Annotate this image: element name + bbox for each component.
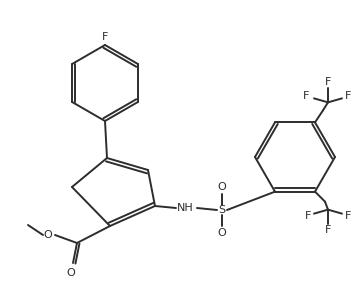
Text: O: O bbox=[67, 268, 76, 278]
Text: O: O bbox=[218, 182, 227, 192]
Text: F: F bbox=[345, 211, 351, 221]
Text: S: S bbox=[219, 205, 225, 215]
Text: F: F bbox=[325, 77, 331, 87]
Text: F: F bbox=[102, 32, 108, 42]
Text: F: F bbox=[345, 92, 351, 101]
Text: F: F bbox=[325, 225, 331, 235]
Text: F: F bbox=[305, 211, 311, 221]
Text: O: O bbox=[218, 228, 227, 238]
Text: F: F bbox=[303, 92, 309, 101]
Text: O: O bbox=[44, 230, 52, 240]
Text: NH: NH bbox=[177, 203, 193, 213]
